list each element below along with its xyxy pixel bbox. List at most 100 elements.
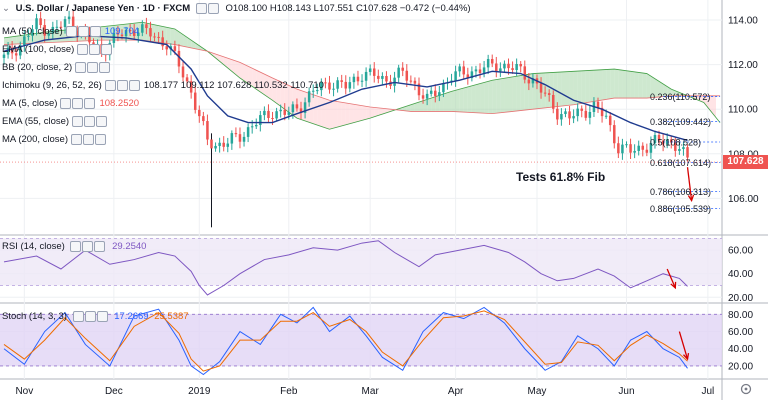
settings-icon[interactable] [84,116,96,127]
candle-body [67,16,71,20]
eye-icon[interactable] [70,241,82,252]
chevron-icon[interactable]: ⌄ [2,3,10,15]
cloud-segment [272,78,277,104]
candle-body [271,117,274,119]
candle-body [23,36,26,46]
cloud-segment [296,89,302,120]
cloud-segment [703,95,708,108]
settings-icon[interactable] [84,311,96,322]
eye-icon[interactable] [71,134,82,145]
settings-icon[interactable] [116,80,128,91]
candle-body [600,107,604,117]
cloud-segment [215,54,220,62]
close-icon[interactable] [99,62,111,73]
settings-icon[interactable] [207,3,219,14]
candle-body [364,71,368,81]
cloud-segment [455,89,460,112]
candle-body [230,133,234,144]
cloud-segment [374,107,379,117]
candle-body [669,139,673,143]
candle-body [39,18,42,26]
candle-body [495,63,498,72]
legend-row: BB (20, close, 2) [2,62,114,73]
candle-body [515,63,518,71]
candle-body [149,28,152,37]
candle-body [10,47,14,54]
eye-icon[interactable] [104,80,116,91]
close-icon[interactable] [101,44,113,55]
price-arrow-head [687,194,695,203]
legend-row: MA (200, close) [2,134,110,145]
eye-icon[interactable] [60,98,72,109]
candle-body [51,26,55,34]
candle-body [234,133,238,135]
cloud-segment [650,76,655,98]
candle-body [405,70,409,81]
close-icon[interactable] [96,116,108,127]
close-icon[interactable] [128,80,140,91]
settings-icon[interactable] [89,44,101,55]
close-icon[interactable] [89,26,101,37]
candle-body [19,45,22,56]
candle-body [470,71,474,79]
eye-icon[interactable] [75,62,87,73]
candle-body [649,142,653,153]
legend-row: EMA (100, close) [2,44,116,55]
close-icon[interactable] [94,241,106,252]
candle-body [332,88,335,90]
time-tick-label: 2019 [188,386,211,397]
cloud-segment [321,97,326,128]
candle-body [434,90,437,96]
candle-body [653,134,657,143]
settings-gear-icon[interactable] [740,383,752,395]
price-tick-label: 112.00 [728,60,758,71]
candle-body [55,26,59,28]
candle-body [657,134,661,141]
cloud-segment [622,70,627,99]
cloud-segment [187,37,192,48]
settings-icon[interactable] [72,98,84,109]
candle-body [218,142,221,146]
cloud-segment [610,69,615,99]
eye-icon[interactable] [72,311,84,322]
eye-icon[interactable] [72,116,84,127]
span-a-line [3,21,721,130]
candle-body [238,134,242,142]
candle-body [14,53,18,56]
cloud-segment [492,79,497,114]
cloud-segment [512,76,517,112]
cloud-segment [431,96,436,112]
fib-annotation: Tests 61.8% Fib [516,170,605,184]
candle-body [198,109,201,117]
close-icon[interactable] [95,134,106,145]
eye-icon[interactable] [77,44,89,55]
eye-icon[interactable] [65,26,77,37]
candle-body [132,30,136,36]
candle-body [2,54,6,58]
time-tick-label: May [528,386,547,397]
settings-icon[interactable] [83,134,94,145]
cloud-segment [16,35,21,45]
settings-icon[interactable] [82,241,94,252]
settings-icon[interactable] [77,26,89,37]
symbol-title: U.S. Dollar / Japanese Yen · 1D · FXCM [15,3,191,15]
stoch-d-value: 25.5387 [154,311,189,323]
cloud-segment [195,42,200,50]
legend-label: MA (200, close) [2,134,68,146]
candle-body [120,34,124,37]
candle-body [153,36,156,38]
candle-body [27,35,30,37]
cloud-segment [337,101,342,128]
cloud-segment [333,100,338,129]
rsi-value: 29.2540 [112,241,147,253]
candle-body [356,76,360,82]
time-tick-label: Dec [105,386,123,397]
candle-body [145,24,148,29]
eye-icon[interactable] [195,3,207,14]
cloud-segment [545,72,550,108]
cloud-segment [341,102,346,126]
settings-icon[interactable] [87,62,99,73]
cloud-segment [581,70,586,104]
close-icon[interactable] [84,98,96,109]
close-icon[interactable] [96,311,108,322]
